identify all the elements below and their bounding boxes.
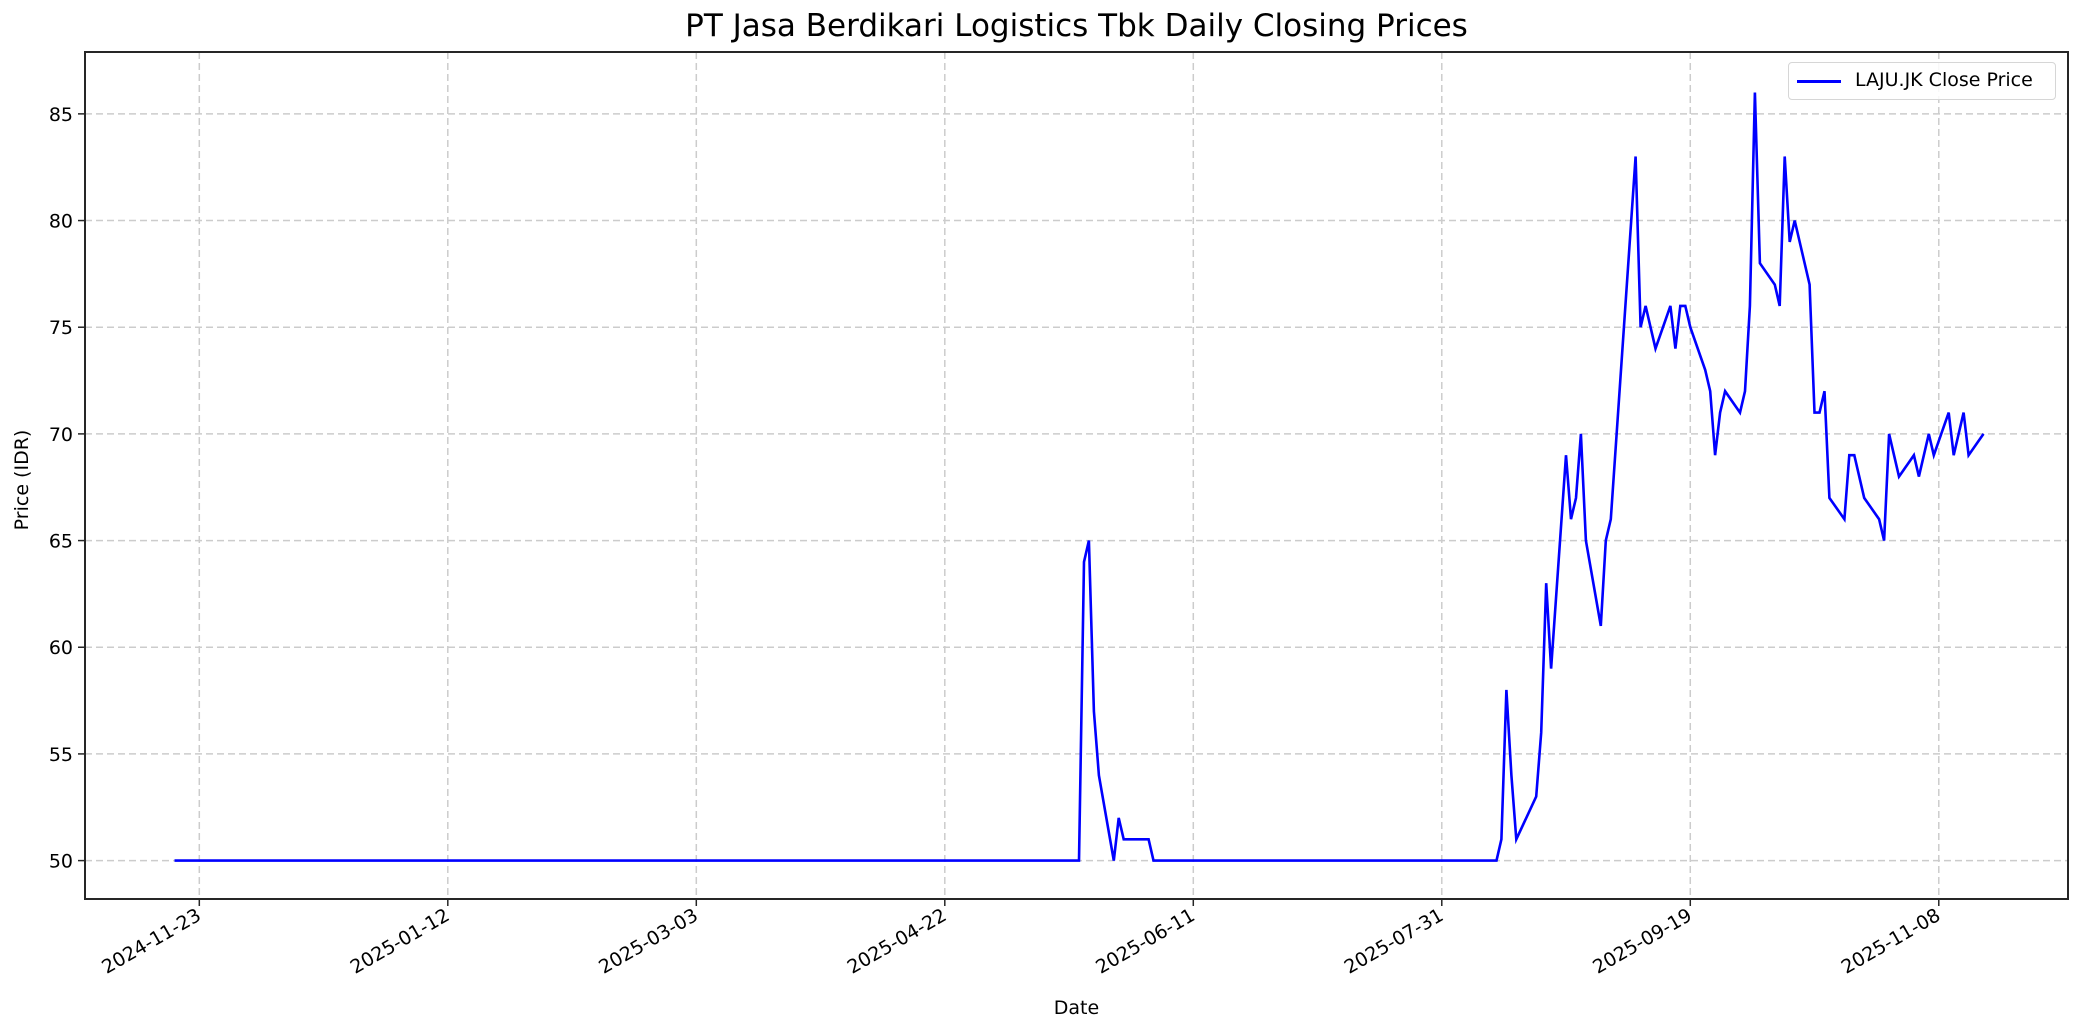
- y-tick-label: 75: [49, 317, 73, 339]
- x-tick-label: 2025-01-12: [347, 904, 454, 978]
- y-tick-label: 65: [49, 531, 73, 553]
- x-tick-label: 2025-09-19: [1589, 904, 1696, 978]
- x-axis-ticks: 2024-11-23 2025-01-12 2025-03-03 2025-04-22…: [98, 899, 1944, 979]
- y-axis-ticks: 50 55 60 65 70 75 80 85: [49, 104, 85, 873]
- legend-line-swatch: [1797, 80, 1841, 83]
- y-tick-label: 60: [49, 637, 73, 659]
- x-axis-label: Date: [1053, 997, 1100, 1019]
- y-tick-label: 55: [49, 744, 73, 766]
- y-tick-label: 50: [49, 851, 73, 873]
- y-tick-label: 80: [49, 211, 73, 233]
- plot-frame: [84, 51, 2069, 900]
- y-tick-label: 85: [49, 104, 73, 126]
- legend-label: LAJU.JK Close Price: [1855, 69, 2033, 91]
- x-tick-label: 2025-06-11: [1092, 904, 1199, 978]
- x-tick-label: 2025-07-31: [1341, 904, 1448, 978]
- x-tick-label: 2025-11-08: [1838, 904, 1945, 978]
- legend: LAJU.JK Close Price: [1788, 62, 2056, 100]
- grid-lines: [85, 52, 2068, 899]
- x-tick-label: 2024-11-23: [98, 904, 205, 978]
- chart-title: PT Jasa Berdikari Logistics Tbk Daily Cl…: [685, 8, 1468, 44]
- x-tick-label: 2025-03-03: [595, 904, 702, 978]
- x-tick-label: 2025-04-22: [844, 904, 951, 978]
- price-line: [174, 92, 1985, 862]
- price-line-series: [174, 92, 1985, 862]
- y-tick-label: 70: [49, 424, 73, 446]
- y-axis-label: Price (IDR): [11, 429, 33, 531]
